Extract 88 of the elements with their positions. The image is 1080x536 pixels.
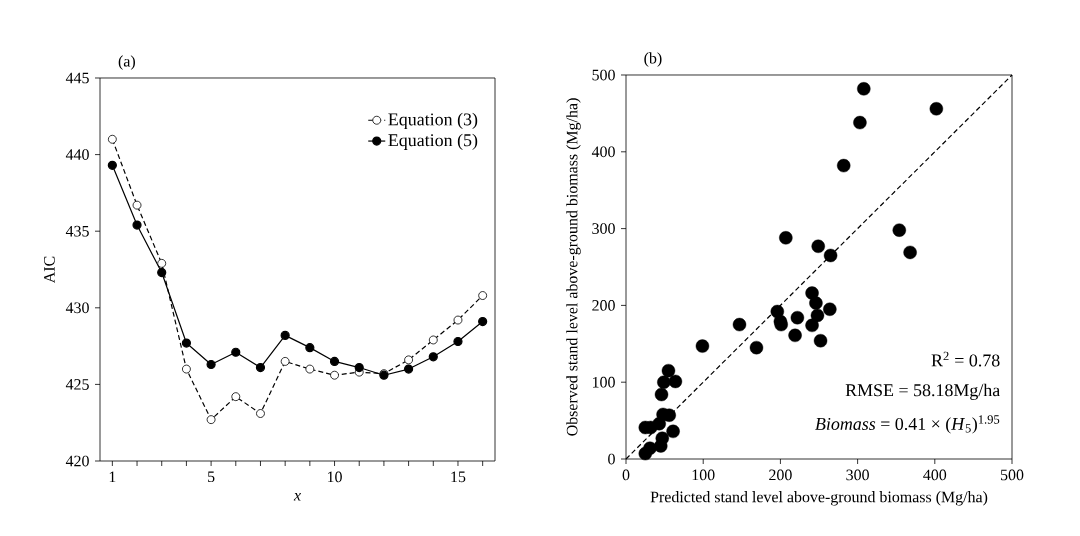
annotation: R$^{2}$ = 0.78: [931, 351, 1000, 367]
point: [853, 115, 867, 130]
point: [157, 267, 167, 278]
point: [810, 308, 825, 323]
point: [231, 347, 241, 357]
point: [453, 336, 463, 347]
point: [657, 375, 671, 389]
y-tick-label: 445: [65, 72, 89, 84]
x-tick-label: 100: [692, 469, 715, 481]
point: [809, 296, 823, 310]
point: [206, 415, 216, 425]
y-tick-label: 0: [608, 453, 615, 465]
point: [857, 82, 871, 96]
x-axis-title: x: [293, 493, 301, 501]
point: [749, 340, 764, 355]
point: [428, 335, 438, 345]
point: [811, 239, 825, 253]
point: [280, 357, 290, 366]
y-tick-label: 435: [65, 225, 89, 237]
x-tick-label: 10: [327, 471, 342, 483]
point: [255, 362, 266, 373]
point: [330, 370, 339, 380]
x-tick-label: 1: [109, 471, 116, 483]
y-tick-label: 430: [65, 302, 89, 314]
point: [107, 134, 117, 144]
legend-label: Equation (3): [388, 112, 478, 130]
annotation: Biomass = 0.41 × (H$_{5}$)$^{1.95}$: [815, 415, 1000, 434]
point: [823, 302, 837, 316]
point: [478, 291, 488, 300]
x-axis-title: Predicted stand level above-ground biomass (Mg/ha): [650, 491, 988, 506]
point: [404, 355, 413, 365]
point: [929, 102, 944, 116]
point: [654, 387, 669, 402]
y-tick-label: 200: [592, 300, 615, 311]
point: [280, 330, 290, 340]
point: [132, 200, 142, 210]
point: [837, 158, 851, 173]
point: [305, 364, 315, 374]
point: [132, 220, 142, 230]
point: [695, 339, 710, 353]
point: [107, 160, 117, 170]
point: [666, 424, 680, 439]
point: [668, 374, 683, 389]
x-tick-label: 300: [846, 469, 869, 481]
point: [329, 356, 340, 367]
point: [805, 318, 819, 333]
x-tick-label: 15: [451, 471, 466, 483]
y-tick-label: 425: [65, 379, 89, 390]
point: [453, 315, 463, 325]
y-axis-title: AIC: [44, 256, 55, 284]
point: [428, 352, 438, 362]
chart-title: (b): [644, 52, 662, 67]
point: [157, 258, 167, 268]
y-tick-label: 500: [592, 69, 615, 81]
point: [788, 328, 802, 343]
y-tick-label: 440: [65, 149, 89, 160]
x-tick-label: 0: [622, 469, 630, 481]
y-tick-label: 420: [65, 455, 89, 467]
point: [256, 409, 265, 418]
point: [892, 223, 906, 237]
x-tick-label: 500: [1000, 469, 1024, 481]
y-tick-label: 300: [592, 223, 615, 234]
y-tick-label: 100: [592, 376, 615, 388]
x-tick-label: 200: [769, 469, 792, 481]
point: [404, 364, 414, 374]
point: [478, 316, 488, 327]
point: [182, 364, 191, 374]
legend-label: Equation (5): [388, 133, 478, 150]
point: [903, 245, 917, 260]
annotation: RMSE = 58.18Mg/ha: [845, 383, 1000, 400]
point: [181, 338, 192, 348]
point: [790, 310, 805, 325]
point: [206, 359, 216, 370]
point: [813, 334, 828, 348]
y-tick-label: 400: [591, 146, 615, 158]
point: [661, 363, 676, 378]
chart-title: (a): [118, 55, 135, 70]
x-tick-label: 400: [923, 469, 947, 481]
point: [654, 439, 668, 453]
point: [231, 392, 241, 402]
point: [305, 343, 315, 353]
point: [638, 446, 653, 461]
x-tick-label: 5: [208, 471, 215, 483]
point: [823, 248, 838, 263]
y-axis-title: Observed stand level above-ground biomass (Mg/ha): [566, 98, 581, 436]
point: [732, 317, 747, 332]
point: [354, 362, 364, 373]
point: [779, 231, 793, 245]
